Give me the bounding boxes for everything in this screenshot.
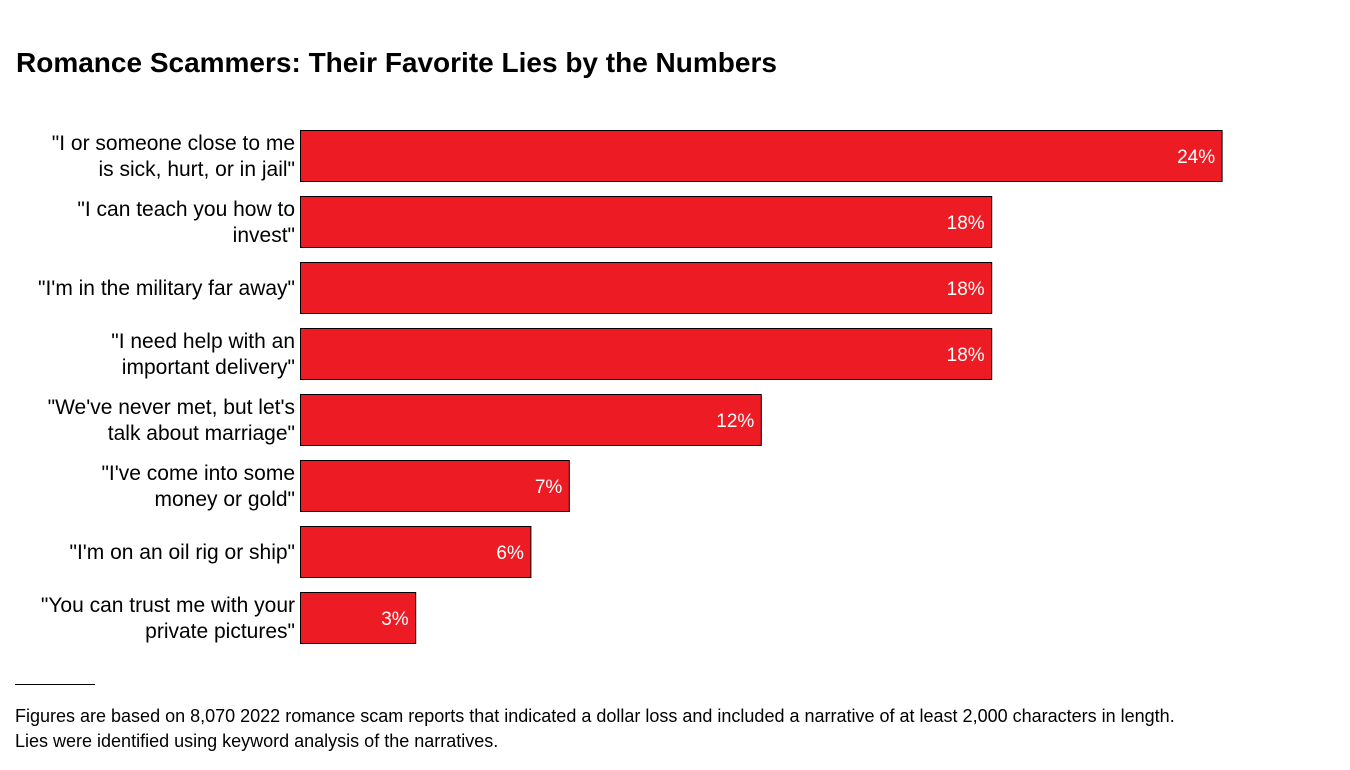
category-label: "I'm in the military far away"	[38, 277, 295, 300]
category-label: "I need help with an important delivery"	[111, 330, 295, 379]
category-label: "I can teach you how to invest"	[77, 198, 295, 247]
bar	[300, 130, 1223, 182]
category-label: "I'm on an oil rig or ship"	[69, 541, 295, 564]
bar	[300, 526, 532, 578]
category-label: "I or someone close to me is sick, hurt, …	[52, 132, 295, 181]
bar-value-label: 24%	[1177, 147, 1215, 168]
bar	[300, 592, 417, 644]
category-label: "We've never met, but let's talk about ma…	[48, 396, 295, 445]
footnote-line-2: Lies were identified using keyword analy…	[15, 731, 499, 751]
bar-value-label: 3%	[381, 609, 409, 630]
bar-value-label: 7%	[535, 477, 563, 498]
footnote-line-1: Figures are based on 8,070 2022 romance …	[15, 706, 1175, 726]
bar	[300, 460, 570, 512]
bar-chart: 24% "I or someone close to me is sick, hur…	[38, 130, 1223, 644]
category-label: "I've come into some money or gold"	[101, 462, 295, 511]
footnote: Figures are based on 8,070 2022 romance …	[15, 704, 1175, 754]
bar-value-label: 18%	[947, 279, 985, 300]
bar	[300, 262, 993, 314]
category-label: "You can trust me with your private pictu…	[41, 594, 295, 643]
bar-value-label: 12%	[716, 411, 754, 432]
bar	[300, 196, 993, 248]
bar	[300, 328, 993, 380]
bar-value-label: 6%	[496, 543, 524, 564]
bar	[300, 394, 762, 446]
footnote-divider	[15, 684, 95, 685]
bar-value-label: 18%	[947, 213, 985, 234]
bar-value-label: 18%	[947, 345, 985, 366]
chart-title: Romance Scammers: Their Favorite Lies by…	[16, 47, 777, 78]
